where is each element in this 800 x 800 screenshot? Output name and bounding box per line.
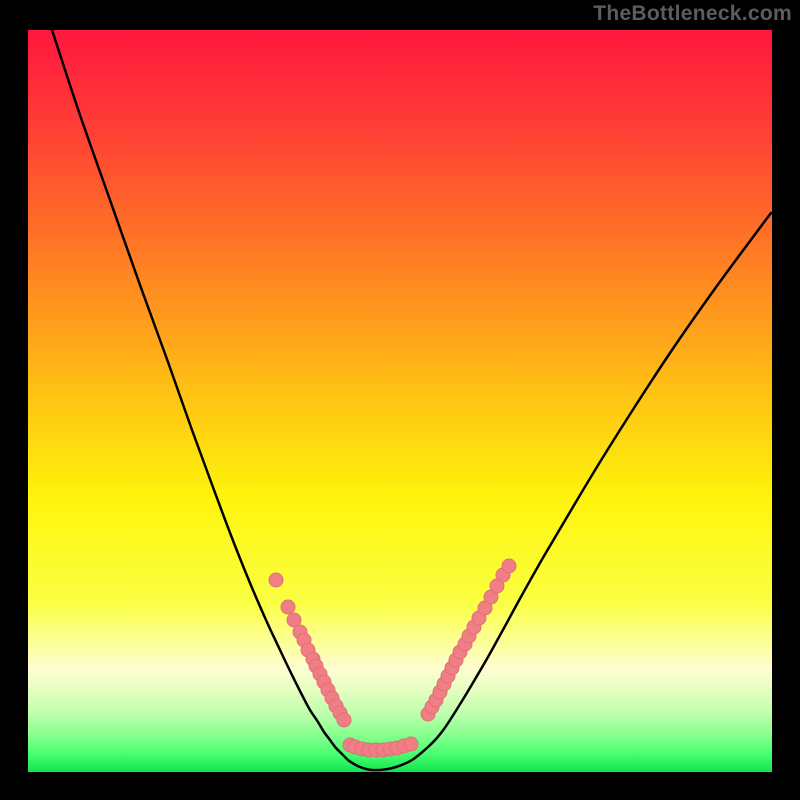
chart-svg bbox=[0, 0, 800, 800]
bottleneck-chart: TheBottleneck.com bbox=[0, 0, 800, 800]
watermark-text: TheBottleneck.com bbox=[593, 2, 792, 26]
plot-background bbox=[28, 30, 772, 772]
marker-dot bbox=[281, 600, 295, 614]
marker-dot bbox=[337, 713, 351, 727]
marker-dot bbox=[502, 559, 516, 573]
marker-dot bbox=[404, 737, 418, 751]
marker-dot bbox=[269, 573, 283, 587]
